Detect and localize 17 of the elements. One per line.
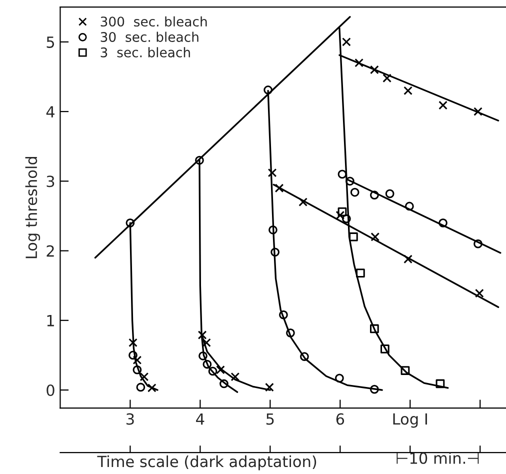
x-tick-label: 3 xyxy=(126,413,134,425)
y-tick-label: 4 xyxy=(46,106,54,118)
x-tick-label: 4 xyxy=(196,413,204,425)
y-tick-label: 2 xyxy=(46,245,54,257)
y-tick-label: 0 xyxy=(46,384,54,396)
legend-label: 3 sec. bleach xyxy=(100,47,190,58)
text: ⊢10 min.⊣ xyxy=(396,452,479,464)
y-tick-label: 1 xyxy=(47,315,54,326)
legend-label: 300 sec. bleach xyxy=(100,16,207,27)
y-tick-label: 3 xyxy=(46,176,54,188)
y-axis-title: Log threshold xyxy=(25,156,40,258)
legend-label: 30 sec. bleach xyxy=(100,32,198,42)
x2-axis-title: Time scale (dark adaptation) xyxy=(97,455,316,470)
x-tick-label: 5 xyxy=(266,413,274,425)
y-tick-label: 5 xyxy=(46,36,54,48)
x-axis-title: Log I xyxy=(393,413,427,428)
x-tick-label: 6 xyxy=(336,413,344,425)
